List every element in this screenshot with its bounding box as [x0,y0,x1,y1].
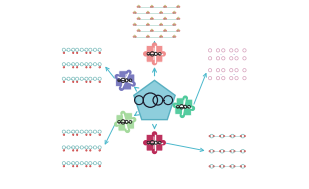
Circle shape [73,150,74,151]
Circle shape [183,96,187,100]
Circle shape [86,166,87,167]
FancyBboxPatch shape [119,71,128,80]
Circle shape [178,5,179,6]
FancyBboxPatch shape [116,115,125,124]
Circle shape [120,86,124,90]
Circle shape [244,166,245,167]
Circle shape [161,52,165,56]
Circle shape [135,36,136,37]
Circle shape [230,151,231,152]
FancyBboxPatch shape [146,142,155,151]
FancyBboxPatch shape [154,134,163,143]
Circle shape [86,134,87,135]
Circle shape [138,5,139,6]
Circle shape [99,67,100,68]
Circle shape [240,166,241,167]
Circle shape [90,166,91,167]
Circle shape [244,151,245,152]
Circle shape [77,166,78,167]
FancyBboxPatch shape [175,105,184,114]
FancyBboxPatch shape [116,78,125,87]
FancyBboxPatch shape [118,122,127,131]
FancyBboxPatch shape [154,53,163,62]
Circle shape [115,122,119,126]
Circle shape [133,12,134,13]
FancyBboxPatch shape [123,81,132,90]
Circle shape [77,67,78,68]
FancyBboxPatch shape [154,142,163,151]
Circle shape [152,149,157,153]
Circle shape [152,61,157,65]
Circle shape [131,82,135,86]
Circle shape [99,150,100,151]
Circle shape [134,23,135,24]
Circle shape [90,81,91,82]
Circle shape [213,166,214,167]
Circle shape [144,141,148,145]
Circle shape [180,113,184,117]
Circle shape [121,112,125,115]
Circle shape [99,134,100,135]
FancyBboxPatch shape [154,46,163,54]
Circle shape [86,150,87,151]
Circle shape [99,166,100,167]
Circle shape [73,81,74,82]
Circle shape [234,166,235,167]
Circle shape [86,67,87,68]
Circle shape [132,118,136,122]
Circle shape [173,103,177,107]
Circle shape [73,166,74,167]
FancyBboxPatch shape [183,107,191,116]
Polygon shape [134,80,175,120]
Circle shape [209,151,210,152]
FancyBboxPatch shape [126,74,135,83]
Circle shape [77,150,78,151]
Circle shape [173,36,174,37]
Circle shape [139,30,140,31]
Circle shape [190,106,194,110]
Circle shape [152,43,157,47]
Circle shape [152,132,157,136]
Circle shape [73,134,74,135]
Circle shape [209,166,210,167]
Circle shape [115,75,119,79]
Circle shape [77,134,78,135]
Circle shape [179,30,180,31]
Circle shape [173,12,174,13]
Circle shape [127,70,131,74]
Circle shape [178,29,179,30]
Circle shape [240,151,241,152]
Circle shape [175,36,176,37]
FancyBboxPatch shape [146,46,155,54]
Circle shape [90,134,91,135]
Circle shape [138,29,139,30]
Circle shape [213,151,214,152]
Circle shape [133,36,134,37]
Circle shape [230,166,231,167]
Circle shape [125,128,129,132]
Circle shape [175,12,176,13]
Circle shape [234,151,235,152]
Circle shape [99,81,100,82]
Circle shape [161,141,165,145]
FancyBboxPatch shape [184,99,193,108]
FancyBboxPatch shape [125,120,134,129]
FancyBboxPatch shape [146,53,155,62]
FancyBboxPatch shape [124,113,132,122]
Circle shape [86,81,87,82]
FancyBboxPatch shape [146,134,155,143]
Circle shape [135,12,136,13]
FancyBboxPatch shape [176,98,185,107]
Circle shape [73,67,74,68]
Circle shape [174,23,175,24]
Circle shape [90,67,91,68]
Circle shape [77,81,78,82]
Circle shape [90,150,91,151]
Circle shape [144,52,148,56]
